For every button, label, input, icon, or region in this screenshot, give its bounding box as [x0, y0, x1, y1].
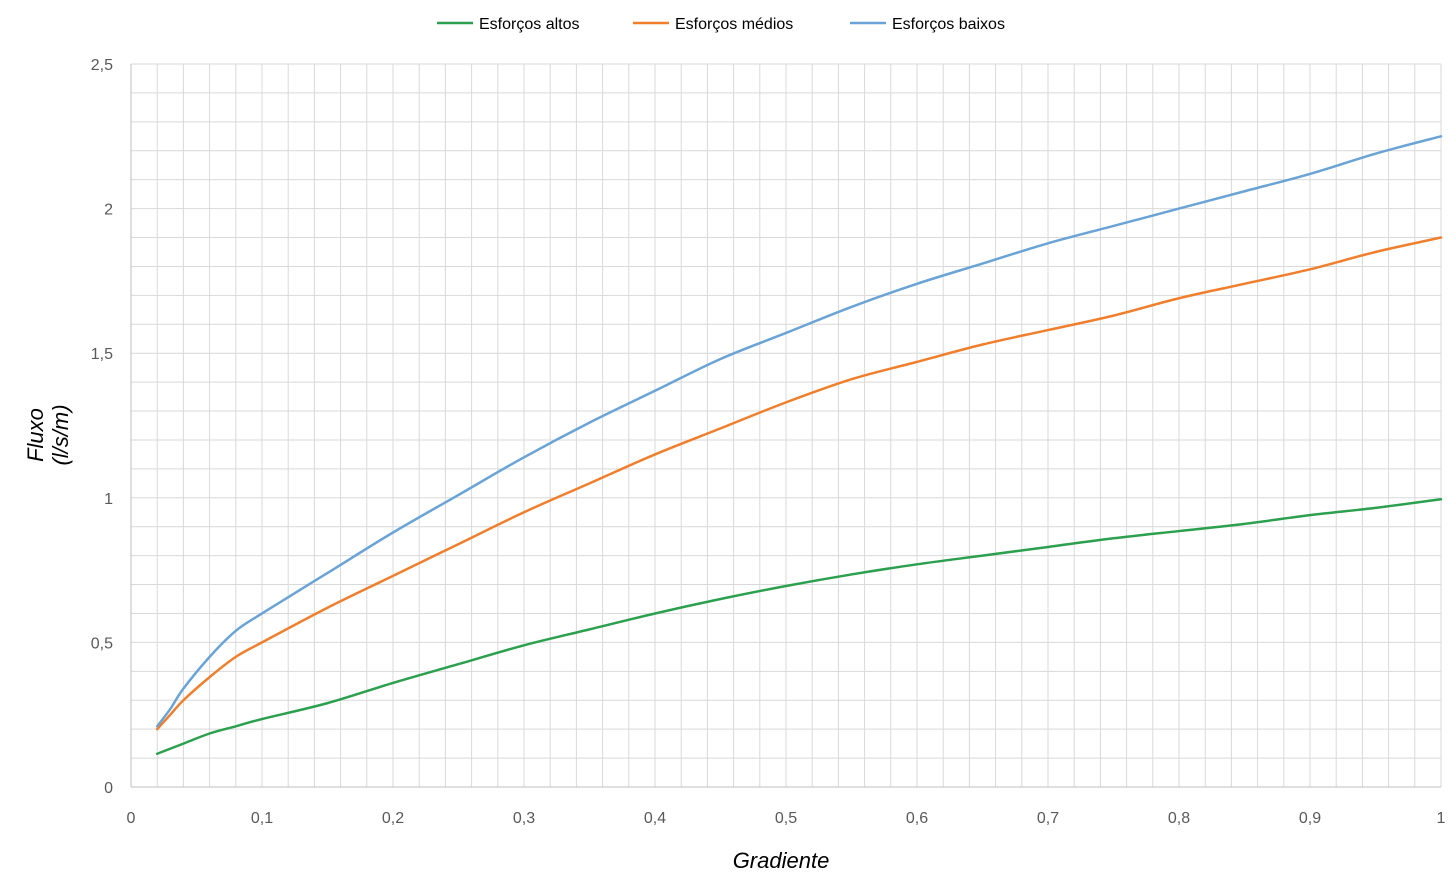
y-axis-title: Fluxo (l/s/m)	[23, 404, 73, 465]
y-tick-label: 1	[104, 491, 113, 508]
x-tick-label: 0,6	[906, 810, 928, 827]
y-tick-label: 2	[104, 202, 113, 219]
x-axis-title: Gradiente	[733, 848, 830, 873]
series-line-1	[155, 498, 1443, 755]
y-axis-title-line1: Fluxo	[23, 408, 48, 462]
y-tick-label: 0,5	[91, 635, 113, 652]
x-tick-label: 0,1	[251, 810, 273, 827]
legend-label: Esforços altos	[479, 16, 579, 33]
y-axis-title-line2: (l/s/m)	[48, 404, 73, 465]
y-tick-label: 0	[104, 780, 113, 797]
legend-item-1: Esforços altos	[437, 16, 579, 33]
x-tick-label: 0,9	[1299, 810, 1321, 827]
x-tick-label: 0,3	[513, 810, 535, 827]
x-tick-label: 1	[1437, 810, 1446, 827]
x-tick-label: 0,4	[644, 810, 666, 827]
x-tick-label: 0	[127, 810, 136, 827]
x-tick-label: 0,2	[382, 810, 404, 827]
axes	[130, 64, 1441, 788]
x-tick-label: 0,5	[775, 810, 797, 827]
legend-label: Esforços baixos	[892, 16, 1005, 33]
y-tick-label: 1,5	[91, 346, 113, 363]
x-tick-labels: 0 0,1 0,2 0,3 0,4 0,5 0,6 0,7 0,8 0,9 1	[127, 810, 1446, 827]
series-line-2	[155, 236, 1443, 731]
legend-label: Esforços médios	[675, 16, 793, 33]
y-tick-labels: 0 0,5 1 1,5 2 2,5	[91, 57, 113, 797]
series-line-3	[155, 135, 1443, 728]
gridlines	[130, 63, 1442, 788]
legend: Esforços altos Esforços médios Esforços ba…	[437, 16, 1005, 33]
y-tick-label: 2,5	[91, 57, 113, 74]
legend-item-3: Esforços baixos	[850, 16, 1005, 33]
x-tick-label: 0,8	[1168, 810, 1190, 827]
x-tick-label: 0,7	[1037, 810, 1059, 827]
legend-item-2: Esforços médios	[633, 16, 793, 33]
series-lines	[155, 135, 1443, 755]
